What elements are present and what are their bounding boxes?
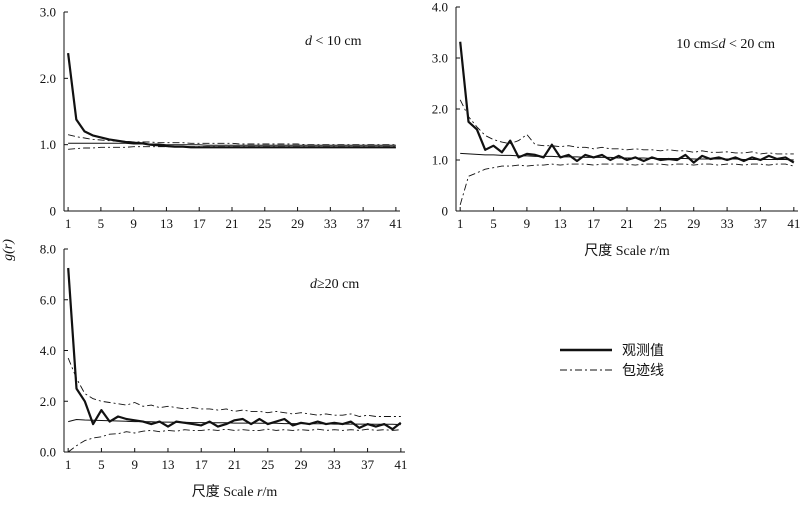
x-tick-label: 21 [228,457,241,472]
x-tick-label: 9 [130,216,137,231]
x-axis-label: 尺度 Scale r/m [584,243,670,259]
y-tick-label: 0.0 [40,445,56,460]
y-tick-label: 6.0 [40,292,56,307]
y-tick-label: 2.0 [40,71,56,86]
x-tick-label: 21 [621,216,634,231]
series-line-observed [67,52,396,149]
legend-label-observed: 观测值 [622,343,664,359]
x-tick-label: 1 [65,216,72,231]
y-tick-label: 1.0 [432,153,448,168]
panel-annotation: 10 cm≤d < 20 cm [676,37,775,52]
series-line-upper-envelope [459,99,794,155]
x-tick-label: 41 [787,216,800,231]
x-tick-label: 21 [226,216,239,231]
legend: 观测值 包迹线 [560,343,664,379]
y-tick-label: 4.0 [40,343,56,358]
x-tick-label: 37 [357,216,371,231]
panel-d-ge-20: 0.0 2.0 4.0 6.0 8.0 1 5 9 13 17 21 25 29 33 37 41 d≥20 c… [40,242,408,501]
y-tick-label: 0 [50,204,57,219]
y-tick-label: 2.0 [40,394,56,409]
panel-annotation: d≥20 cm [310,277,359,292]
series-line-lower-envelope [67,428,401,453]
y-tick-label: 2.0 [432,102,448,117]
x-tick-label: 25 [258,216,271,231]
x-tick-label: 29 [291,216,304,231]
x-tick-label: 13 [161,457,174,472]
x-tick-label: 17 [193,216,207,231]
series-line-observed [459,41,795,164]
x-tick-label: 13 [554,216,567,231]
panel-d-lt-10: 0 1.0 2.0 3.0 1 5 9 13 17 21 25 29 33 37 41 d < 10 cm [40,5,403,232]
legend-label-envelope: 包迹线 [622,363,664,379]
x-tick-label: 9 [131,457,138,472]
y-tick-label: 1.0 [40,137,56,152]
series-line-mean [68,142,396,146]
x-tick-label: 29 [687,216,700,231]
x-tick-label: 37 [754,216,768,231]
x-tick-label: 33 [328,457,341,472]
x-tick-label: 5 [490,216,497,231]
x-tick-label: 5 [98,216,105,231]
x-tick-label: 33 [324,216,337,231]
x-tick-label: 25 [261,457,274,472]
x-tick-label: 13 [160,216,173,231]
series-line-lower-envelope [459,163,794,206]
y-tick-label: 0 [442,204,449,219]
x-tick-label: 37 [361,457,375,472]
y-tick-label: 3.0 [40,5,56,20]
panel-d-10-20: 0 1.0 2.0 3.0 4.0 1 5 9 13 17 21 25 29 33 37 41 10 cm≤d … [432,0,800,259]
y-axis-label: g(r) [1,239,16,261]
x-tick-label: 41 [389,216,402,231]
y-tick-label: 8.0 [40,242,56,257]
x-tick-label: 1 [457,216,464,231]
y-tick-label: 3.0 [432,51,448,66]
x-axis-label: 尺度 Scale r/m [192,484,278,500]
x-tick-label: 29 [295,457,308,472]
series-line-observed [67,267,402,431]
x-tick-label: 17 [195,457,209,472]
x-tick-label: 33 [721,216,734,231]
x-tick-label: 17 [587,216,601,231]
x-tick-label: 1 [65,457,72,472]
x-tick-label: 9 [524,216,531,231]
x-tick-label: 25 [654,216,667,231]
panel-annotation: d < 10 cm [305,34,362,49]
x-tick-label: 5 [98,457,105,472]
y-tick-label: 4.0 [432,0,448,15]
x-tick-label: 41 [394,457,407,472]
series-line-upper-envelope [67,357,401,417]
